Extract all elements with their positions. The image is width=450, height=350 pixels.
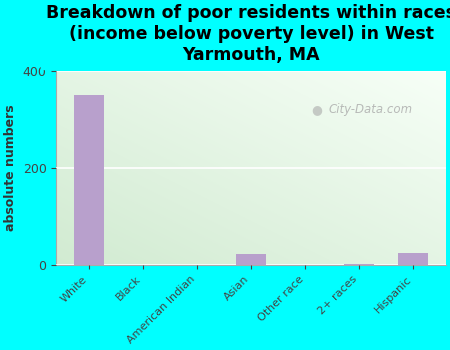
Bar [236,254,266,265]
Bar [399,253,428,265]
Bar [74,95,104,265]
Text: City-Data.com: City-Data.com [329,103,413,116]
Y-axis label: absolute numbers: absolute numbers [4,105,17,231]
Title: Breakdown of poor residents within races
(income below poverty level) in West
Ya: Breakdown of poor residents within races… [46,4,450,64]
Bar [344,264,374,265]
Text: ●: ● [311,103,322,116]
